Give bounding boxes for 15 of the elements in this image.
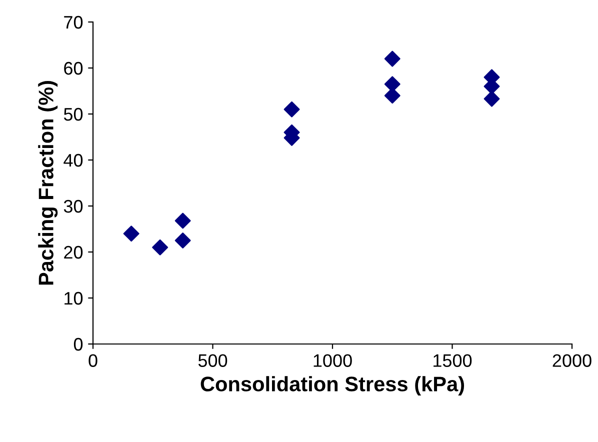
x-tick-label: 1000 [314, 354, 352, 367]
x-tick-label: 0 [88, 354, 98, 367]
y-tick-label: 30 [64, 200, 83, 213]
y-tick-label: 50 [64, 108, 83, 121]
y-tick-label: 10 [64, 292, 83, 305]
y-tick-label: 40 [64, 154, 83, 167]
y-tick-label: 70 [64, 16, 83, 29]
y-tick-label: 0 [74, 338, 83, 351]
x-tick-label: 1500 [434, 354, 472, 367]
y-axis-title: Packing Fraction (%) [38, 81, 58, 285]
y-tick-label: 60 [64, 62, 83, 75]
y-tick-label: 20 [64, 246, 83, 259]
x-tick-label: 2000 [552, 354, 592, 367]
x-axis-title: Consolidation Stress (kPa) [200, 376, 464, 396]
x-tick-label: 500 [198, 354, 228, 367]
